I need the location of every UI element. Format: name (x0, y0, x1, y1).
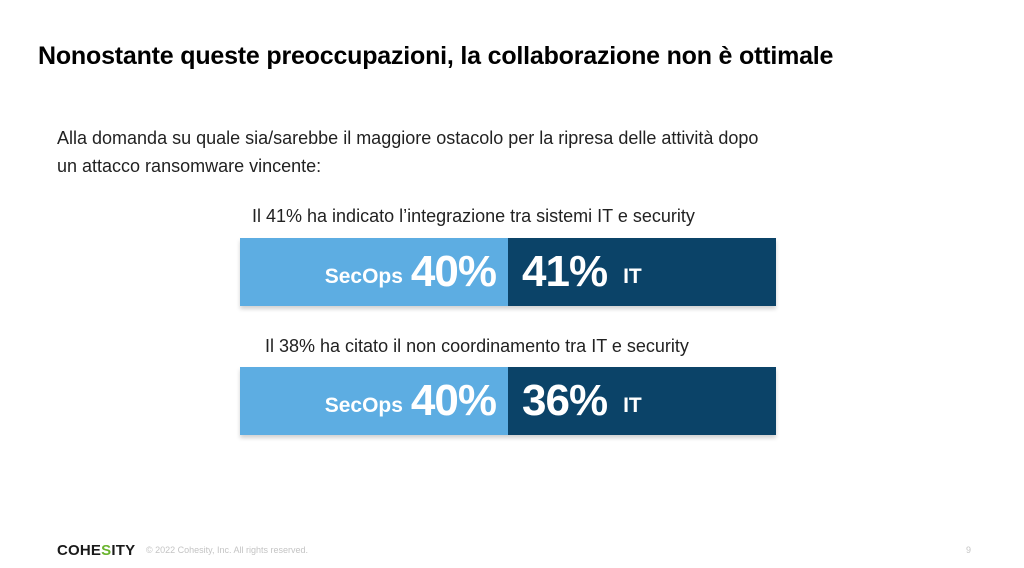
it-value: 41% (522, 247, 608, 296)
intro-text: Alla domanda su quale sia/sarebbe il mag… (57, 128, 759, 176)
logo-text-suffix: ITY (111, 542, 136, 559)
copyright-text: © 2022 Cohesity, Inc. All rights reserve… (146, 545, 309, 555)
logo-accent-s: S (101, 542, 112, 559)
comparison-bar-1: SecOps 40% 41% IT (240, 238, 776, 306)
it-label: IT (623, 394, 642, 417)
secops-label: SecOps (324, 265, 403, 288)
page-number: 9 (966, 545, 972, 555)
secops-segment: SecOps 40% (240, 367, 508, 435)
logo-text-prefix: COHE (57, 542, 102, 559)
secops-label: SecOps (324, 394, 403, 417)
secops-value: 40% (410, 376, 497, 425)
bar-caption-2: Il 38% ha citato il non coordinamento tr… (265, 336, 689, 356)
bar-caption-1: Il 41% ha indicato l’integrazione tra si… (252, 206, 695, 226)
secops-segment: SecOps 40% (240, 238, 508, 306)
it-segment: 41% IT (508, 238, 776, 306)
cohesity-logo: COHESITY (57, 542, 135, 559)
it-segment: 36% IT (508, 367, 776, 435)
it-label: IT (623, 265, 642, 288)
it-value: 36% (522, 376, 608, 425)
secops-value: 40% (410, 247, 497, 296)
slide-title: Nonostante queste preoccupazioni, la col… (38, 42, 834, 70)
comparison-bar-2: SecOps 40% 36% IT (240, 367, 776, 435)
